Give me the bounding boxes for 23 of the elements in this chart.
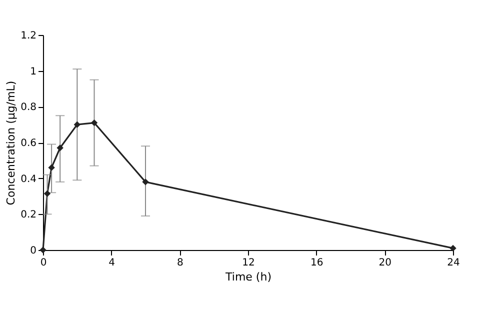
x-axis-title: Time (h) bbox=[224, 270, 272, 284]
x-tick-label: 4 bbox=[108, 258, 116, 268]
point bbox=[450, 244, 456, 252]
y-tick-label: 0.6 bbox=[20, 138, 36, 149]
x-tick-label: 16 bbox=[310, 258, 324, 268]
point bbox=[44, 190, 51, 197]
point bbox=[142, 178, 149, 186]
y-tick-label: 0 bbox=[30, 246, 36, 256]
point bbox=[48, 164, 55, 171]
y-tick-label: 0.2 bbox=[20, 210, 36, 221]
point bbox=[74, 121, 81, 128]
y-tick-label: 1 bbox=[30, 66, 36, 78]
y-axis-title: Concentration (µg/mL) bbox=[4, 80, 18, 206]
point bbox=[56, 144, 64, 152]
y-tick-label: 0.4 bbox=[20, 174, 36, 185]
x-tick-label: 12 bbox=[242, 258, 255, 268]
x-tick-label: 8 bbox=[176, 258, 184, 268]
x-tick-label: 24 bbox=[447, 258, 460, 268]
x-tick-label: 0 bbox=[40, 258, 47, 268]
x-tick-label: 20 bbox=[378, 258, 392, 268]
y-tick-label: 1.2 bbox=[20, 30, 36, 42]
point bbox=[90, 119, 98, 126]
y-tick-label: 0.8 bbox=[20, 102, 36, 114]
